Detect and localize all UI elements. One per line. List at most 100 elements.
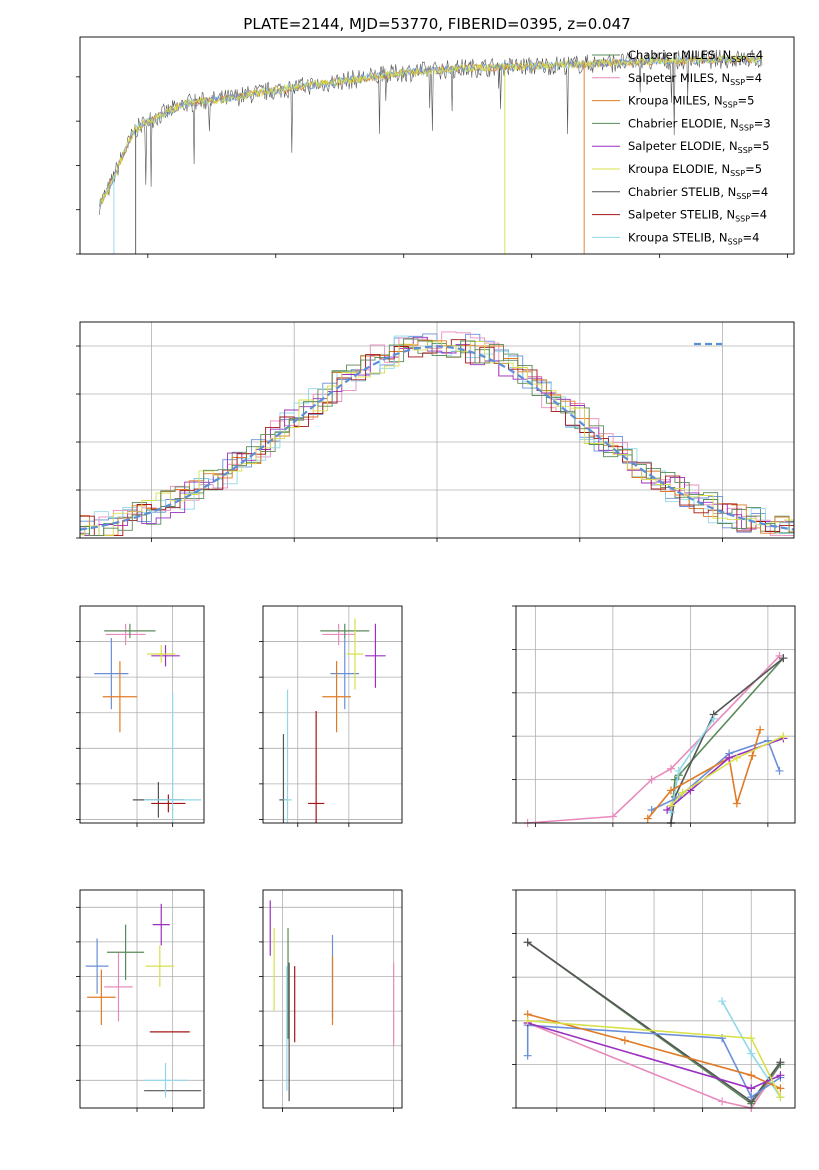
weight-marker xyxy=(747,1049,756,1058)
weight-marker xyxy=(776,1093,785,1102)
legend-entry-sub: SSP xyxy=(738,146,753,155)
weight-marker xyxy=(678,788,687,797)
weight-marker xyxy=(709,714,718,723)
weight-marker xyxy=(523,1051,532,1060)
legend-entry-sub: SSP xyxy=(730,169,745,178)
residuals-panel xyxy=(76,321,795,542)
residual-histogram xyxy=(80,341,794,537)
legend-entry-model: Kroupa STELIB, N xyxy=(628,230,728,244)
legend-entry-count: =3 xyxy=(754,116,771,130)
legend-entry-count: =4 xyxy=(751,185,768,199)
weight-marker xyxy=(756,725,765,734)
weight-marker xyxy=(674,766,683,775)
weight-marker xyxy=(779,732,788,741)
legend-entry: Salpeter MILES, NSSP=4 xyxy=(628,71,762,87)
legend-entry-model: Salpeter ELODIE, N xyxy=(628,139,738,153)
weight-marker xyxy=(732,753,741,762)
legend-entry-model: Kroupa MILES, N xyxy=(628,94,723,108)
weight-marker xyxy=(747,1084,756,1093)
legend-entry: Chabrier ELODIE, NSSP=3 xyxy=(628,116,771,132)
weight-marker xyxy=(747,1034,756,1043)
spectrum-line xyxy=(98,53,763,206)
weight-marker xyxy=(647,775,656,784)
legend-entry-count: =4 xyxy=(746,48,763,62)
weight-vs-age-panel xyxy=(512,605,796,827)
axes-frame xyxy=(79,889,205,1109)
age-vs-z-panel xyxy=(76,605,205,827)
weight-marker xyxy=(747,1071,756,1080)
legend-entry-model: Chabrier STELIB, N xyxy=(628,185,736,199)
weight-marker xyxy=(608,812,617,821)
spectrum-line xyxy=(98,49,763,216)
weight-marker xyxy=(748,751,757,760)
weight-marker xyxy=(620,1036,629,1045)
weight-marker xyxy=(776,1071,785,1080)
residual-histogram xyxy=(80,338,794,537)
gaussian-curve xyxy=(79,345,795,531)
residual-histogram xyxy=(80,343,794,537)
mass-vs-z-panel xyxy=(76,889,205,1112)
mass-vs-ebv-panel xyxy=(259,889,403,1112)
legend-entry-sub: SSP xyxy=(736,192,751,201)
axes-frame xyxy=(79,321,795,539)
weight-marker xyxy=(776,1084,785,1093)
legend-entry-model: Chabrier MILES, N xyxy=(628,48,731,62)
legend-entry-sub: SSP xyxy=(730,78,745,87)
figure-title: PLATE=2144, MJD=53770, FIBERID=0395, z=0… xyxy=(243,15,630,33)
weight-series-line xyxy=(647,729,761,820)
weight-marker xyxy=(747,1093,756,1102)
weight-series-line xyxy=(670,735,784,807)
weight-series-line xyxy=(527,655,781,824)
weight-marker xyxy=(775,766,784,775)
legend-entry: Chabrier STELIB, NSSP=4 xyxy=(628,185,768,201)
legend-entry-model: Kroupa ELODIE, N xyxy=(628,162,730,176)
weight-marker xyxy=(779,654,788,663)
weight-series-line xyxy=(670,657,784,824)
weight-marker xyxy=(776,1058,785,1067)
weight-series-line xyxy=(651,739,781,811)
axes-frame xyxy=(79,36,795,255)
weight-marker xyxy=(523,1016,532,1025)
legend-entry-count: =5 xyxy=(738,94,755,108)
weight-marker xyxy=(523,938,532,947)
weight-marker xyxy=(732,799,741,808)
weight-marker xyxy=(718,997,727,1006)
age-vs-mass-panel xyxy=(259,605,403,827)
legend-entry-sub: SSP xyxy=(739,123,754,132)
legend-entry-count: =4 xyxy=(750,208,767,222)
spectrum-line xyxy=(98,54,763,205)
axes-frame xyxy=(79,605,205,824)
legend-entry-count: =4 xyxy=(745,71,762,85)
weight-marker xyxy=(643,814,652,823)
legend-entry-count: =5 xyxy=(745,162,762,176)
legend-entry-count: =5 xyxy=(753,139,770,153)
residual-histogram xyxy=(80,339,794,537)
legend-entry-sub: SSP xyxy=(723,101,738,110)
weight-marker xyxy=(663,805,672,814)
legend-entry-sub: SSP xyxy=(735,215,750,224)
axes-frame xyxy=(262,889,403,1109)
weight-series-line xyxy=(666,737,784,811)
legend-entry-model: Chabrier ELODIE, N xyxy=(628,116,739,130)
residual-histogram xyxy=(80,336,794,537)
legend-entry-sub: SSP xyxy=(728,237,743,246)
axes-frame xyxy=(515,889,796,1109)
legend-entry-model: Salpeter STELIB, N xyxy=(628,208,735,222)
weight-marker xyxy=(718,1097,727,1106)
weight-series-line xyxy=(527,1022,782,1109)
legend-entry: Salpeter STELIB, NSSP=4 xyxy=(628,208,767,224)
weight-vs-z-panel xyxy=(512,889,796,1112)
legend-entry: Chabrier MILES, NSSP=4 xyxy=(628,48,763,64)
weight-marker xyxy=(667,801,675,810)
weight-marker xyxy=(667,764,675,773)
weight-marker xyxy=(667,786,675,795)
legend-entry-sub: SSP xyxy=(731,55,746,64)
legend-entry: Kroupa MILES, NSSP=5 xyxy=(628,94,754,110)
weight-marker xyxy=(725,753,734,762)
legend-entry: Salpeter ELODIE, NSSP=5 xyxy=(628,139,770,155)
legend-entry-model: Salpeter MILES, N xyxy=(628,71,730,85)
legend-entry: Kroupa STELIB, NSSP=4 xyxy=(628,230,759,246)
axes-frame xyxy=(515,605,796,824)
